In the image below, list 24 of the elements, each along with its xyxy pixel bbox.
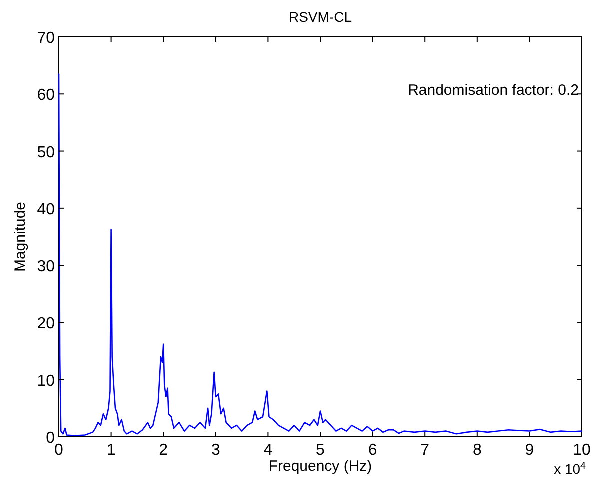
y-tick-label: 20 — [37, 316, 56, 333]
y-tick-label: 30 — [37, 258, 56, 276]
y-tick-label: 0 — [46, 430, 56, 447]
x-tick-label: 8 — [472, 442, 482, 459]
x-tick-label: 1 — [106, 442, 116, 459]
chart-title: RSVM-CL — [288, 9, 352, 25]
line-series — [58, 73, 583, 437]
y-tick-label: 10 — [37, 372, 56, 390]
x-tick-label: 10 — [573, 442, 591, 459]
y-tick-label: 60 — [37, 87, 56, 104]
x-tick-label: 2 — [159, 442, 168, 459]
x-axis-title: Frequency (Hz) — [268, 458, 372, 475]
y-tick-label: 50 — [37, 144, 56, 162]
y-axis-title: Magnitude — [12, 202, 29, 272]
y-tick-label: 40 — [37, 201, 56, 218]
annotation: Randomisation factor: 0.2 — [408, 82, 579, 99]
x-tick-label: 6 — [368, 442, 378, 459]
x-tick-label: 4 — [264, 442, 273, 459]
text: x 10$^{4}$ — [554, 460, 587, 477]
x-tick-label: 9 — [525, 442, 534, 459]
x-tick-label: 3 — [211, 442, 220, 459]
y-tick-label: 70 — [37, 30, 56, 47]
x-tick-label: 5 — [316, 442, 326, 459]
x-tick-label: 7 — [420, 442, 430, 459]
